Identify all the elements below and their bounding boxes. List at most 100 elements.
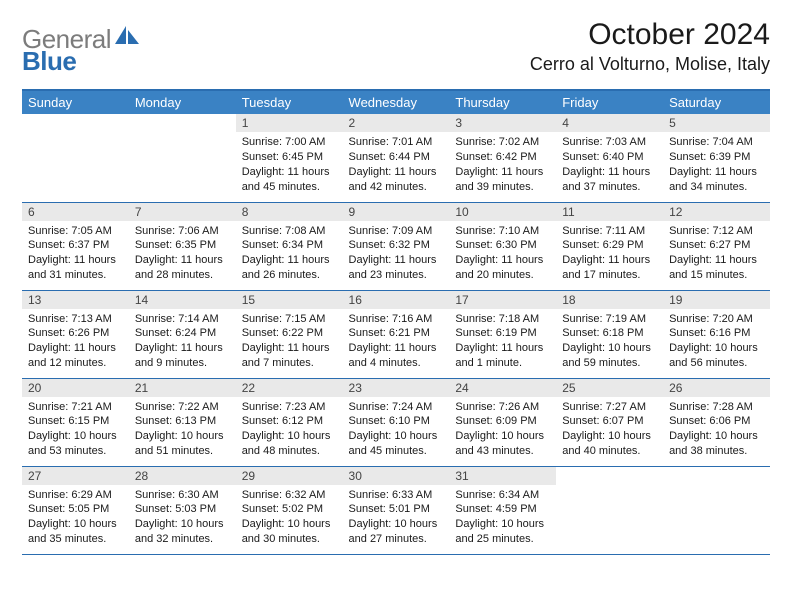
calendar-day-cell: 10Sunrise: 7:10 AMSunset: 6:30 PMDayligh… <box>449 202 556 290</box>
day-number: 9 <box>343 203 450 221</box>
day-number: 21 <box>129 379 236 397</box>
day-number: 19 <box>663 291 770 309</box>
calendar-day-cell <box>129 114 236 202</box>
calendar-day-cell: 8Sunrise: 7:08 AMSunset: 6:34 PMDaylight… <box>236 202 343 290</box>
day-details: Sunrise: 6:33 AMSunset: 5:01 PMDaylight:… <box>343 485 450 551</box>
calendar-week-row: 6Sunrise: 7:05 AMSunset: 6:37 PMDaylight… <box>22 202 770 290</box>
day-of-week-header: Tuesday <box>236 90 343 114</box>
calendar-day-cell: 23Sunrise: 7:24 AMSunset: 6:10 PMDayligh… <box>343 378 450 466</box>
day-number: 2 <box>343 114 450 132</box>
day-details: Sunrise: 7:01 AMSunset: 6:44 PMDaylight:… <box>343 132 450 198</box>
day-number: 10 <box>449 203 556 221</box>
logo-sail-icon <box>114 24 140 51</box>
location: Cerro al Volturno, Molise, Italy <box>530 54 770 75</box>
day-details: Sunrise: 6:30 AMSunset: 5:03 PMDaylight:… <box>129 485 236 551</box>
day-details: Sunrise: 7:14 AMSunset: 6:24 PMDaylight:… <box>129 309 236 375</box>
day-details: Sunrise: 7:04 AMSunset: 6:39 PMDaylight:… <box>663 132 770 198</box>
day-details: Sunrise: 7:19 AMSunset: 6:18 PMDaylight:… <box>556 309 663 375</box>
day-number: 11 <box>556 203 663 221</box>
day-of-week-header: Friday <box>556 90 663 114</box>
day-number: 27 <box>22 467 129 485</box>
calendar-day-cell: 15Sunrise: 7:15 AMSunset: 6:22 PMDayligh… <box>236 290 343 378</box>
day-of-week-header: Thursday <box>449 90 556 114</box>
day-details: Sunrise: 7:09 AMSunset: 6:32 PMDaylight:… <box>343 221 450 287</box>
day-number: 25 <box>556 379 663 397</box>
day-number: 24 <box>449 379 556 397</box>
calendar-day-cell: 20Sunrise: 7:21 AMSunset: 6:15 PMDayligh… <box>22 378 129 466</box>
calendar-day-cell <box>556 466 663 554</box>
day-details: Sunrise: 7:12 AMSunset: 6:27 PMDaylight:… <box>663 221 770 287</box>
day-number: 20 <box>22 379 129 397</box>
day-of-week-header: Sunday <box>22 90 129 114</box>
day-details: Sunrise: 7:10 AMSunset: 6:30 PMDaylight:… <box>449 221 556 287</box>
logo-text-blue: Blue <box>22 46 76 76</box>
title-block: October 2024 Cerro al Volturno, Molise, … <box>530 18 770 75</box>
day-details: Sunrise: 7:26 AMSunset: 6:09 PMDaylight:… <box>449 397 556 463</box>
calendar-day-cell: 7Sunrise: 7:06 AMSunset: 6:35 PMDaylight… <box>129 202 236 290</box>
day-number: 1 <box>236 114 343 132</box>
day-details: Sunrise: 7:18 AMSunset: 6:19 PMDaylight:… <box>449 309 556 375</box>
calendar-day-cell: 24Sunrise: 7:26 AMSunset: 6:09 PMDayligh… <box>449 378 556 466</box>
calendar-day-cell: 12Sunrise: 7:12 AMSunset: 6:27 PMDayligh… <box>663 202 770 290</box>
day-number: 12 <box>663 203 770 221</box>
day-number: 6 <box>22 203 129 221</box>
day-details: Sunrise: 6:29 AMSunset: 5:05 PMDaylight:… <box>22 485 129 551</box>
day-number: 22 <box>236 379 343 397</box>
day-details: Sunrise: 7:27 AMSunset: 6:07 PMDaylight:… <box>556 397 663 463</box>
day-number: 18 <box>556 291 663 309</box>
day-details: Sunrise: 6:34 AMSunset: 4:59 PMDaylight:… <box>449 485 556 551</box>
day-details: Sunrise: 7:00 AMSunset: 6:45 PMDaylight:… <box>236 132 343 198</box>
calendar-day-cell: 27Sunrise: 6:29 AMSunset: 5:05 PMDayligh… <box>22 466 129 554</box>
header: General October 2024 Cerro al Volturno, … <box>22 18 770 75</box>
day-of-week-header: Monday <box>129 90 236 114</box>
day-number: 4 <box>556 114 663 132</box>
calendar-week-row: 13Sunrise: 7:13 AMSunset: 6:26 PMDayligh… <box>22 290 770 378</box>
day-details: Sunrise: 7:11 AMSunset: 6:29 PMDaylight:… <box>556 221 663 287</box>
day-details: Sunrise: 7:16 AMSunset: 6:21 PMDaylight:… <box>343 309 450 375</box>
calendar-day-cell: 5Sunrise: 7:04 AMSunset: 6:39 PMDaylight… <box>663 114 770 202</box>
calendar-day-cell: 6Sunrise: 7:05 AMSunset: 6:37 PMDaylight… <box>22 202 129 290</box>
day-details: Sunrise: 7:21 AMSunset: 6:15 PMDaylight:… <box>22 397 129 463</box>
calendar-day-cell: 22Sunrise: 7:23 AMSunset: 6:12 PMDayligh… <box>236 378 343 466</box>
day-details: Sunrise: 7:02 AMSunset: 6:42 PMDaylight:… <box>449 132 556 198</box>
day-number: 13 <box>22 291 129 309</box>
calendar-day-cell: 14Sunrise: 7:14 AMSunset: 6:24 PMDayligh… <box>129 290 236 378</box>
month-year: October 2024 <box>530 18 770 52</box>
day-number: 29 <box>236 467 343 485</box>
day-details: Sunrise: 7:20 AMSunset: 6:16 PMDaylight:… <box>663 309 770 375</box>
calendar-day-cell: 30Sunrise: 6:33 AMSunset: 5:01 PMDayligh… <box>343 466 450 554</box>
calendar-day-cell: 18Sunrise: 7:19 AMSunset: 6:18 PMDayligh… <box>556 290 663 378</box>
day-number: 5 <box>663 114 770 132</box>
day-number: 26 <box>663 379 770 397</box>
calendar-day-cell: 9Sunrise: 7:09 AMSunset: 6:32 PMDaylight… <box>343 202 450 290</box>
day-details: Sunrise: 7:13 AMSunset: 6:26 PMDaylight:… <box>22 309 129 375</box>
calendar-day-cell: 17Sunrise: 7:18 AMSunset: 6:19 PMDayligh… <box>449 290 556 378</box>
day-details: Sunrise: 7:08 AMSunset: 6:34 PMDaylight:… <box>236 221 343 287</box>
calendar-day-cell <box>663 466 770 554</box>
day-number: 31 <box>449 467 556 485</box>
calendar-week-row: 20Sunrise: 7:21 AMSunset: 6:15 PMDayligh… <box>22 378 770 466</box>
day-of-week-row: SundayMondayTuesdayWednesdayThursdayFrid… <box>22 90 770 114</box>
calendar-day-cell: 2Sunrise: 7:01 AMSunset: 6:44 PMDaylight… <box>343 114 450 202</box>
day-number: 17 <box>449 291 556 309</box>
calendar-day-cell: 4Sunrise: 7:03 AMSunset: 6:40 PMDaylight… <box>556 114 663 202</box>
day-details: Sunrise: 7:28 AMSunset: 6:06 PMDaylight:… <box>663 397 770 463</box>
calendar-day-cell: 19Sunrise: 7:20 AMSunset: 6:16 PMDayligh… <box>663 290 770 378</box>
calendar-week-row: 27Sunrise: 6:29 AMSunset: 5:05 PMDayligh… <box>22 466 770 554</box>
calendar-day-cell: 28Sunrise: 6:30 AMSunset: 5:03 PMDayligh… <box>129 466 236 554</box>
day-details: Sunrise: 7:23 AMSunset: 6:12 PMDaylight:… <box>236 397 343 463</box>
calendar-day-cell: 25Sunrise: 7:27 AMSunset: 6:07 PMDayligh… <box>556 378 663 466</box>
calendar-day-cell: 3Sunrise: 7:02 AMSunset: 6:42 PMDaylight… <box>449 114 556 202</box>
day-of-week-header: Wednesday <box>343 90 450 114</box>
calendar-week-row: 1Sunrise: 7:00 AMSunset: 6:45 PMDaylight… <box>22 114 770 202</box>
calendar-day-cell: 29Sunrise: 6:32 AMSunset: 5:02 PMDayligh… <box>236 466 343 554</box>
day-details: Sunrise: 7:15 AMSunset: 6:22 PMDaylight:… <box>236 309 343 375</box>
calendar-table: SundayMondayTuesdayWednesdayThursdayFrid… <box>22 89 770 555</box>
calendar-day-cell: 26Sunrise: 7:28 AMSunset: 6:06 PMDayligh… <box>663 378 770 466</box>
day-number: 23 <box>343 379 450 397</box>
day-number: 28 <box>129 467 236 485</box>
calendar-day-cell: 11Sunrise: 7:11 AMSunset: 6:29 PMDayligh… <box>556 202 663 290</box>
day-number: 3 <box>449 114 556 132</box>
day-details: Sunrise: 7:06 AMSunset: 6:35 PMDaylight:… <box>129 221 236 287</box>
day-of-week-header: Saturday <box>663 90 770 114</box>
